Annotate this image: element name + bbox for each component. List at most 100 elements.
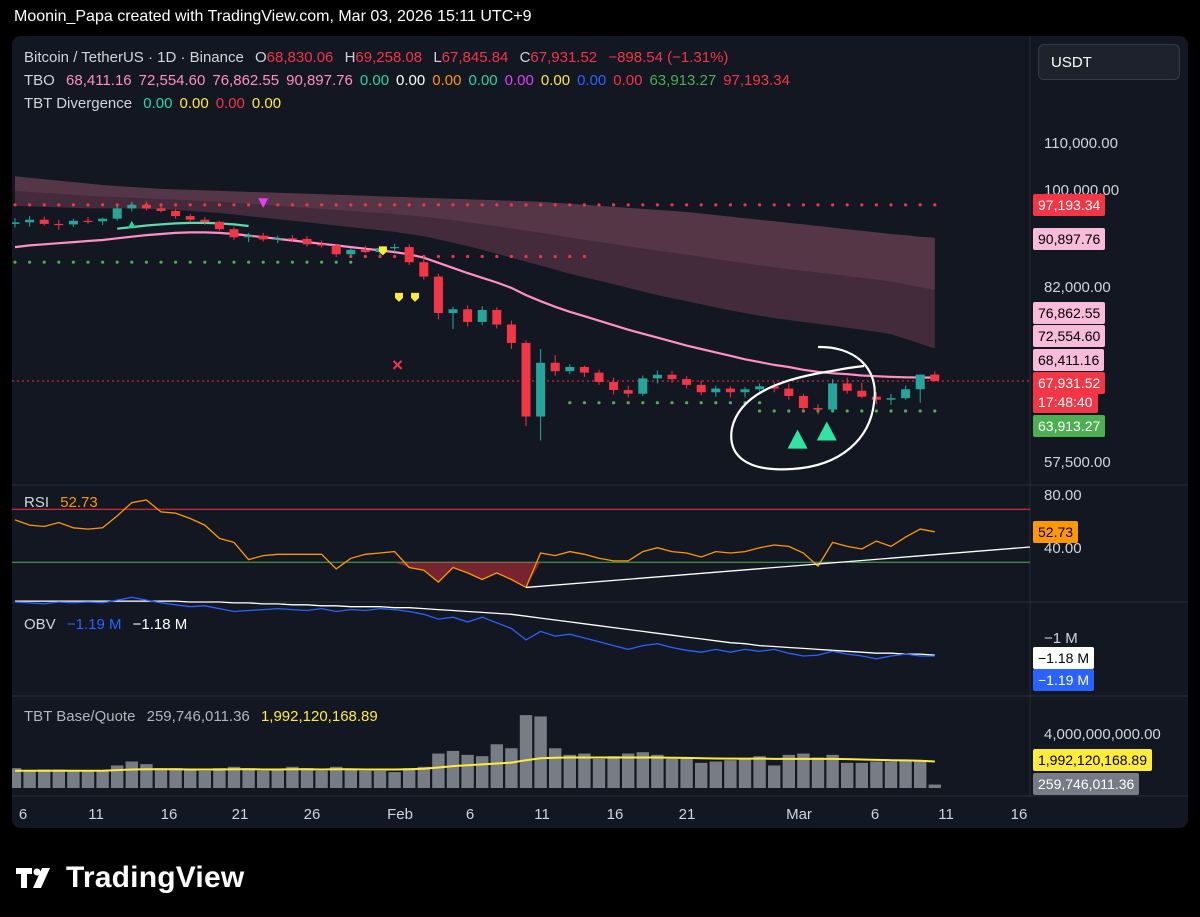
volume-bar	[111, 765, 124, 788]
candle-body	[448, 309, 458, 314]
obv-ma-label: −1.18 M	[1033, 647, 1094, 669]
symbol-legend: Bitcoin / TetherUS · 1D · Binance O68,83…	[24, 49, 735, 66]
support-dot	[889, 409, 893, 413]
candle-body	[594, 372, 604, 382]
resistance-dot	[466, 203, 470, 207]
support-dot	[582, 401, 587, 405]
volume-bar	[446, 750, 460, 788]
volume-bar	[870, 761, 883, 788]
tbo-legend[interactable]: TBO 68,411.16 72,554.60 76,862.55 90,897.76…	[24, 72, 804, 89]
tbo-values: 68,411.16 72,554.60 76,862.55 90,897.76 0.00…	[66, 72, 797, 89]
candle-body	[463, 309, 473, 322]
support-dot	[203, 260, 207, 264]
obv-legend[interactable]: OBV −1.19 M −1.18 M	[24, 616, 194, 633]
volume-bar	[651, 754, 664, 788]
price-axis-tick: 110,000.00	[1044, 135, 1118, 152]
candle-body	[609, 381, 619, 391]
volume-bar	[154, 768, 168, 788]
tbo-cloud-upper-band	[15, 176, 935, 291]
rsi-trendline	[525, 546, 1031, 589]
support-dot	[772, 409, 776, 413]
support-dot	[188, 260, 192, 264]
resistance-dot	[831, 203, 835, 207]
resistance-dot	[290, 203, 294, 207]
rsi-legend[interactable]: RSI 52.73	[24, 494, 105, 511]
resistance-dot	[874, 203, 879, 207]
support-dot	[349, 260, 353, 264]
divergence-legend[interactable]: TBT Divergence 0.00 0.00 0.00 0.00	[24, 95, 295, 112]
resistance-dot	[276, 203, 280, 207]
candle-body	[667, 374, 677, 380]
tradingview-logo-icon	[16, 868, 50, 888]
candle-body	[25, 219, 35, 223]
obv-value: −1.19 M	[66, 616, 122, 633]
volume-bar	[826, 754, 839, 788]
candle-body	[755, 386, 765, 390]
chart-canvas[interactable]	[12, 36, 1188, 828]
volume-bar	[388, 772, 401, 788]
tbo-value: 90,897.76	[286, 72, 353, 89]
support-dot	[144, 260, 148, 264]
volume-bar	[242, 768, 255, 788]
support-dot	[874, 409, 879, 413]
candle-body	[536, 362, 546, 417]
volume-ma-line	[15, 756, 935, 772]
candle-body	[857, 390, 867, 397]
volume-legend[interactable]: TBT Base/Quote 259,746,011.36 1,992,120,…	[24, 708, 385, 725]
price-label: 72,554.60	[1033, 325, 1106, 347]
divergence-value: 0.00	[251, 95, 282, 112]
volume-bar	[519, 715, 533, 788]
currency-button[interactable]: USDT	[1038, 44, 1180, 80]
resistance-dot	[553, 203, 557, 207]
resistance-dot	[509, 203, 513, 207]
volume-bar	[12, 768, 22, 788]
volume-last-label: 259,746,011.36	[1033, 773, 1140, 795]
volume-bar	[359, 770, 372, 788]
resistance-dot	[320, 203, 324, 207]
resistance-dot	[86, 203, 90, 207]
resistance-dot	[363, 254, 367, 259]
time-axis-label: 16	[1010, 806, 1028, 823]
resistance-dot	[728, 203, 733, 207]
support-dot	[758, 401, 762, 405]
volume-bar	[884, 761, 898, 788]
volume-value-2: 1,992,120,168.89	[260, 708, 378, 725]
volume-bar	[534, 716, 547, 788]
resistance-dot	[174, 203, 178, 207]
candle-body	[98, 218, 108, 222]
volume-bar	[38, 769, 51, 788]
symbol-title[interactable]: Bitcoin / TetherUS · 1D · Binance	[24, 49, 244, 66]
obv-ma-value: −1.18 M	[132, 616, 188, 633]
time-axis-label: 26	[303, 806, 321, 823]
candle-body	[360, 249, 370, 253]
resistance-dot	[247, 203, 251, 207]
volume-bar	[782, 754, 795, 788]
candle-body	[346, 249, 356, 255]
tbo-value: 0.00	[577, 72, 607, 89]
candle-body	[886, 398, 896, 400]
divergence-name: TBT Divergence	[24, 95, 133, 112]
candle-body	[331, 245, 341, 255]
candle-body	[492, 309, 502, 325]
candle-body	[579, 366, 589, 373]
resistance-dot	[436, 254, 440, 259]
resistance-dot	[524, 203, 528, 207]
support-dot	[320, 260, 324, 264]
candle-body	[112, 208, 122, 219]
obv-axis-tick: −1 M	[1044, 630, 1078, 647]
support-dot	[174, 260, 178, 264]
candle-body	[287, 238, 297, 240]
candle-body	[390, 247, 400, 249]
chart-panel[interactable]: Bitcoin / TetherUS · 1D · Binance O68,83…	[12, 36, 1188, 828]
volume-bar	[96, 770, 109, 788]
time-axis-label: 21	[231, 806, 249, 823]
resistance-dot	[933, 203, 937, 207]
time-axis-label: 6	[870, 806, 880, 823]
candle-body	[273, 238, 283, 240]
support-dot	[217, 260, 221, 264]
candle-body	[68, 220, 78, 225]
warning-marker	[378, 246, 387, 256]
support-dot	[57, 260, 61, 264]
tbo-value: 0.00	[432, 72, 462, 89]
